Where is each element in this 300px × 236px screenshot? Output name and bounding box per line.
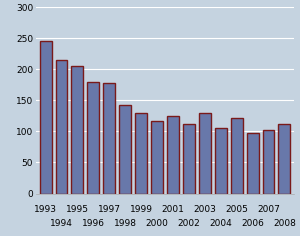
Bar (215, 128, 227, 194)
Bar (56, 60, 68, 194)
Text: 1996: 1996 (82, 219, 105, 228)
Text: 2008: 2008 (273, 219, 296, 228)
Bar (135, 113, 147, 194)
Bar (151, 121, 163, 194)
Text: 1998: 1998 (114, 219, 137, 228)
Text: 2005: 2005 (225, 205, 248, 214)
Bar (183, 124, 195, 194)
Text: 1999: 1999 (130, 205, 153, 214)
Bar (119, 105, 131, 194)
Bar (247, 133, 259, 194)
Text: 1993: 1993 (34, 205, 57, 214)
Bar (40, 41, 52, 194)
Text: 2006: 2006 (241, 219, 264, 228)
Bar (71, 66, 83, 194)
Text: 2003: 2003 (194, 205, 216, 214)
Text: 2000: 2000 (146, 219, 169, 228)
Bar (199, 113, 211, 194)
Bar (262, 130, 274, 194)
Text: 2001: 2001 (161, 205, 184, 214)
Bar (278, 124, 290, 194)
Text: 1997: 1997 (98, 205, 121, 214)
Bar (87, 82, 99, 194)
Text: 2004: 2004 (209, 219, 232, 228)
Text: 1994: 1994 (50, 219, 73, 228)
Bar (167, 116, 179, 194)
Text: 2002: 2002 (178, 219, 200, 228)
Bar (103, 83, 115, 194)
Text: 1995: 1995 (66, 205, 89, 214)
Text: 2007: 2007 (257, 205, 280, 214)
Bar (231, 118, 243, 194)
